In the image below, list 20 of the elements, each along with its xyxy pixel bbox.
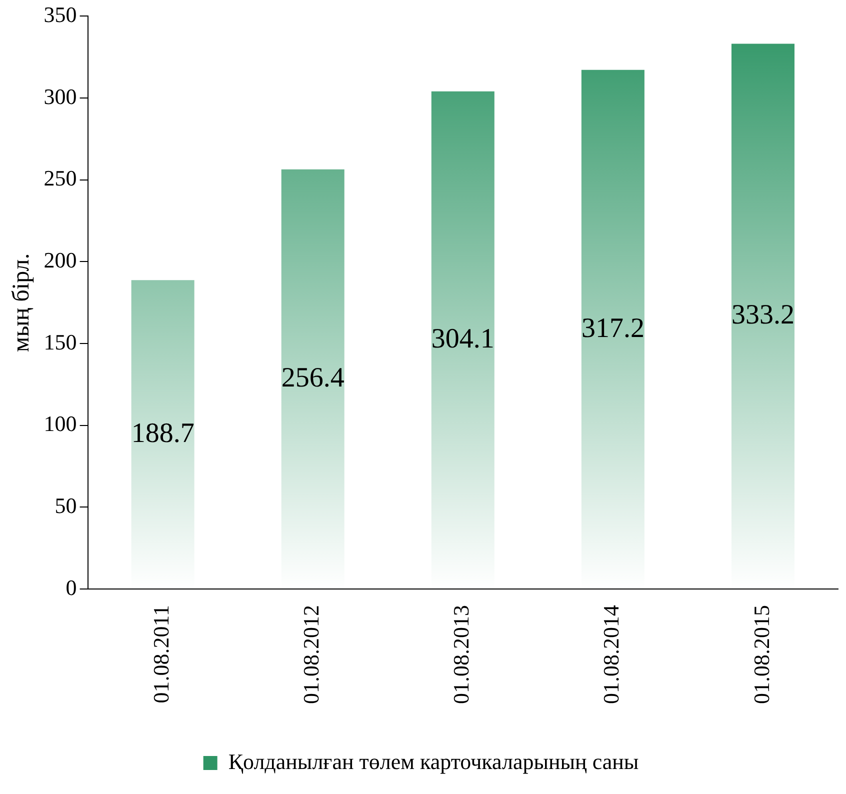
y-tick-label: 150 (44, 329, 77, 354)
legend-label: Қолданылған төлем карточкаларының саны (228, 748, 639, 774)
y-tick-label: 50 (54, 492, 77, 518)
x-tick-label: 01.08.2015 (748, 605, 774, 704)
y-tick-label: 100 (44, 411, 77, 436)
y-tick-label: 0 (66, 574, 77, 600)
x-tick-label: 01.08.2012 (298, 605, 324, 704)
x-tick-label: 01.08.2011 (148, 605, 174, 704)
y-tick-label: 250 (44, 166, 77, 191)
y-tick-label: 200 (44, 247, 77, 272)
x-tick-label: 01.08.2013 (448, 605, 474, 704)
data-label: 256.4 (281, 362, 344, 394)
y-axis-title: мың бірл. (8, 253, 35, 352)
data-label: 317.2 (581, 312, 644, 344)
data-label: 304.1 (431, 324, 494, 355)
data-label: 188.7 (131, 418, 194, 449)
x-tick-label: 01.08.2014 (598, 605, 624, 704)
y-tick-label: 300 (44, 84, 77, 109)
data-label: 333.2 (731, 300, 794, 331)
y-tick-label: 350 (44, 2, 77, 27)
